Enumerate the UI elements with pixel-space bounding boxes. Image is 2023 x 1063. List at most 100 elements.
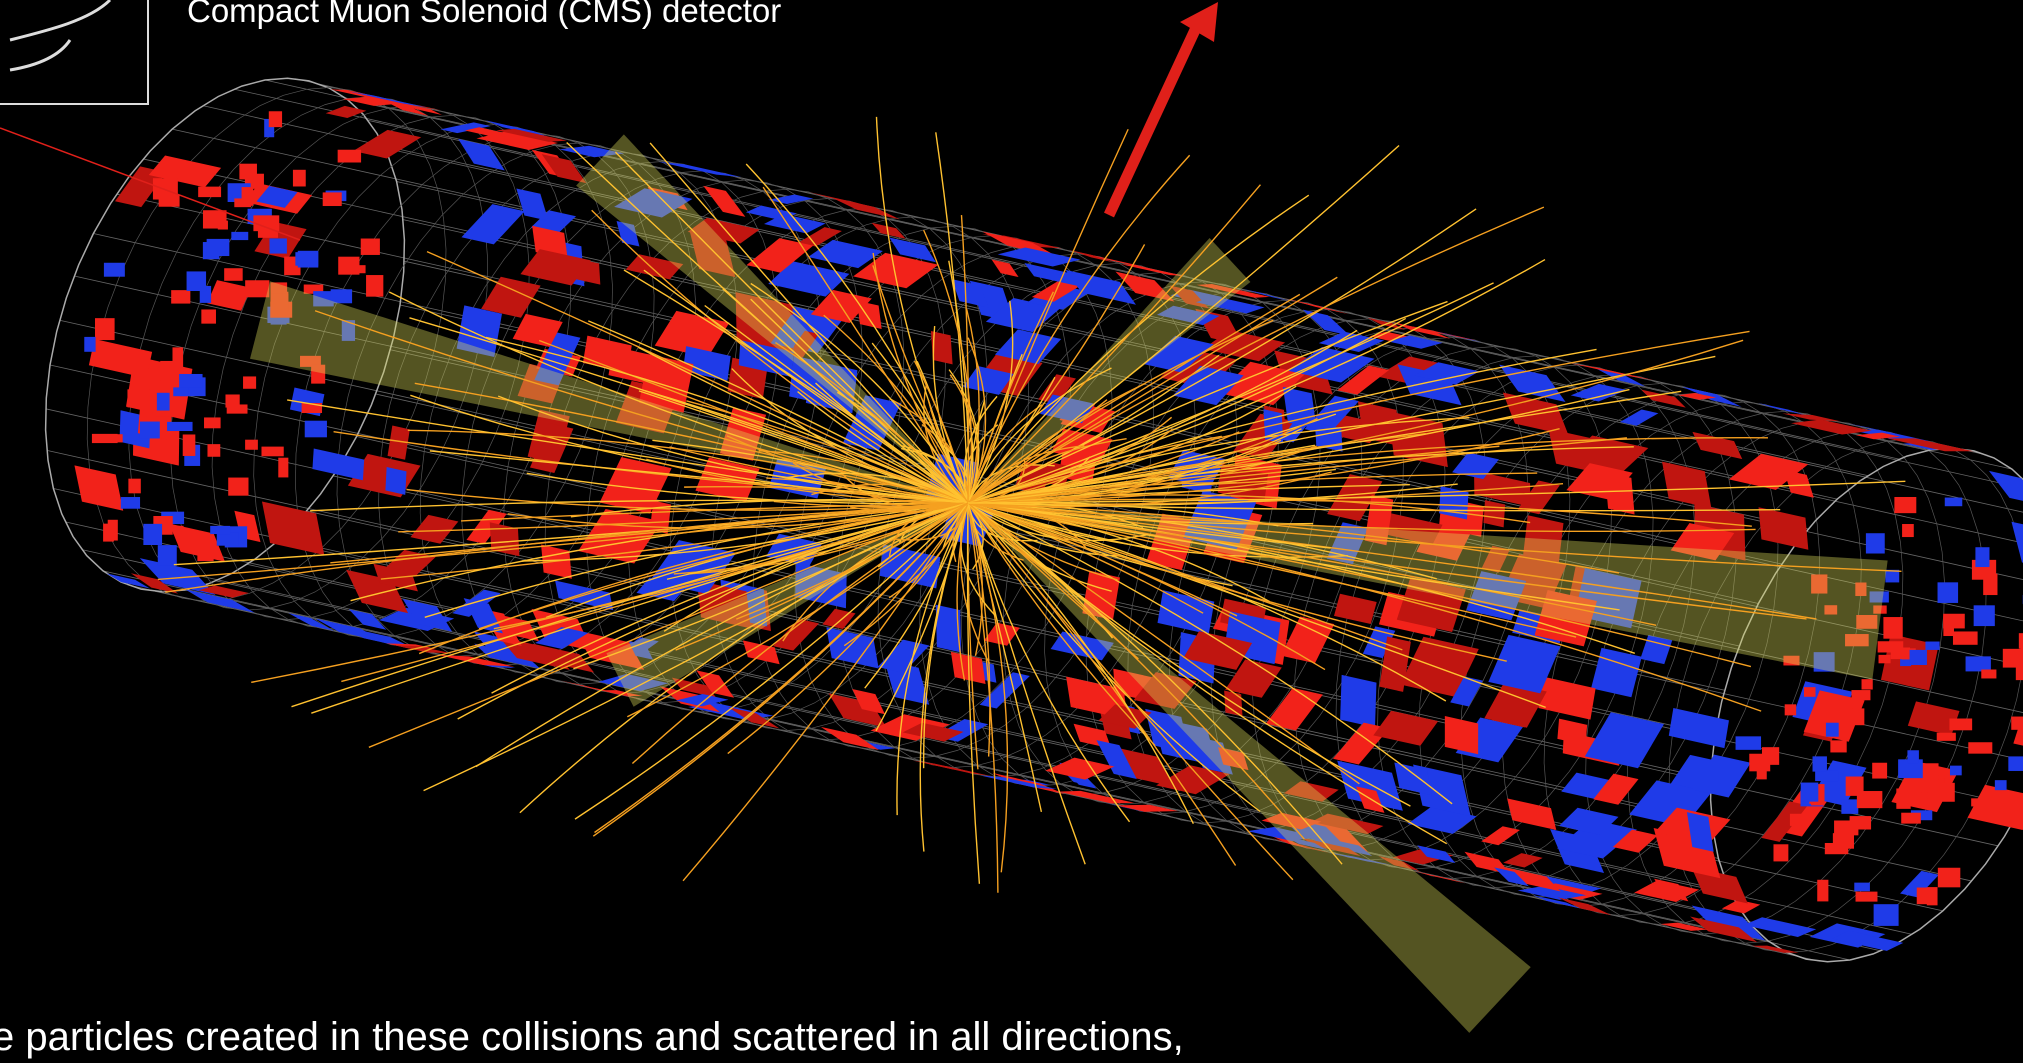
endcap-hit — [1995, 780, 2007, 790]
caption: e particles created in these collisions … — [0, 1015, 1184, 1059]
endcap-hit — [187, 271, 206, 291]
endcap-hit — [1925, 642, 1939, 650]
endcap-hit — [1801, 783, 1819, 802]
endcap-hit — [1872, 763, 1887, 779]
endcap-hit — [1981, 670, 1996, 679]
endcap-hit — [84, 337, 95, 352]
endcap-hit — [1907, 750, 1918, 763]
endcap-hit — [269, 111, 282, 127]
endcap-hit — [253, 215, 279, 231]
endcap-hit — [298, 251, 319, 268]
endcap-hit — [210, 526, 230, 534]
endcap-hit — [1953, 631, 1978, 644]
endcap-hit — [2019, 633, 2023, 648]
endcap-hit — [217, 533, 239, 546]
endcap-hit — [1825, 843, 1848, 854]
endcap-hit — [1879, 655, 1891, 663]
endcap-hit — [242, 187, 254, 206]
endcap-hit — [1757, 758, 1767, 780]
event-display: Compact Muon Solenoid (CMS) detector e p… — [0, 0, 2023, 1063]
endcap-hit — [1841, 799, 1858, 813]
endcap-hit — [1938, 868, 1960, 888]
endcap-hit — [1950, 766, 1962, 776]
endcap-hit — [143, 524, 162, 545]
endcap-hit — [197, 552, 213, 561]
endcap-hit — [1901, 813, 1921, 824]
endcap-hit — [140, 422, 160, 439]
endcap-hit — [227, 404, 248, 413]
endcap-hit — [173, 526, 183, 535]
endcap-hit — [201, 309, 216, 323]
endcap-hit — [1910, 650, 1927, 665]
endcap-hit — [179, 374, 202, 388]
endcap-hit — [1975, 547, 1989, 567]
endcap-hit — [1983, 574, 1997, 595]
endcap-hit — [183, 434, 196, 455]
endcap-hit — [207, 239, 230, 256]
endcap-hit — [243, 376, 256, 388]
endcap-hit — [1927, 887, 1938, 905]
endcap-hit — [167, 422, 192, 431]
page: Compact Muon Solenoid (CMS) detector e p… — [0, 0, 2023, 1063]
endcap-hit — [1938, 582, 1959, 603]
title: Compact Muon Solenoid (CMS) detector — [187, 0, 781, 29]
endcap-hit — [171, 290, 190, 303]
endcap-hit — [1830, 740, 1846, 752]
endcap-hit — [121, 497, 140, 509]
logo-icon — [0, 0, 148, 104]
endcap-hit — [1813, 756, 1827, 771]
endcap-hit — [160, 361, 181, 381]
endcap-hit — [245, 440, 258, 450]
endcap-hit — [239, 164, 257, 180]
endcap-hit — [203, 210, 227, 228]
endcap-hit — [1856, 892, 1878, 902]
calo-hit — [1340, 675, 1376, 728]
endcap-hit — [1937, 733, 1956, 741]
endcap-hit — [1891, 648, 1910, 660]
endcap-hit — [1949, 718, 1972, 730]
endcap-hit — [338, 150, 361, 163]
endcap-hit — [198, 187, 221, 197]
endcap-hit — [293, 170, 306, 187]
endcap-hit — [228, 478, 248, 496]
endcap-hit — [323, 192, 342, 206]
endcap-hit — [1917, 888, 1928, 905]
endcap-hit — [1896, 788, 1910, 808]
endcap-hit — [1883, 617, 1902, 639]
endcap-hit — [278, 458, 288, 478]
endcap-hit — [1773, 844, 1788, 861]
endcap-hit — [231, 232, 248, 240]
endcap-hit — [1846, 777, 1864, 796]
endcap-hit — [1968, 742, 1992, 753]
endcap-hit — [104, 263, 125, 277]
endcap-hit — [1894, 497, 1916, 513]
calo-hit — [1483, 500, 1505, 527]
endcap-hit — [224, 268, 243, 281]
endcap-hit — [157, 393, 170, 411]
endcap-hit — [1862, 679, 1873, 689]
endcap-hit — [1804, 687, 1816, 697]
endcap-hit — [1850, 816, 1871, 829]
endcap-hit — [331, 289, 352, 303]
endcap-hit — [1971, 798, 1984, 806]
endcap-hit — [1945, 498, 1962, 507]
endcap-hit — [153, 178, 178, 199]
endcap-hit — [1927, 778, 1944, 799]
endcap-hit — [245, 280, 269, 297]
endcap-hit — [261, 447, 283, 457]
endcap-hit — [366, 275, 383, 297]
endcap-hit — [1826, 723, 1839, 737]
endcap-hit — [1866, 533, 1885, 553]
endcap-hit — [103, 524, 114, 542]
endcap-hit — [2008, 756, 2023, 771]
endcap-hit — [1817, 880, 1828, 902]
endcap-hit — [1854, 883, 1870, 892]
logo-frame — [0, 0, 148, 104]
endcap-hit — [95, 318, 115, 340]
endcap-hit — [2003, 649, 2023, 668]
endcap-hit — [127, 389, 149, 407]
endcap-hit — [1790, 814, 1802, 826]
calo-hit — [385, 467, 406, 495]
endcap-hit — [1736, 736, 1761, 750]
endcap-hit — [338, 257, 359, 275]
